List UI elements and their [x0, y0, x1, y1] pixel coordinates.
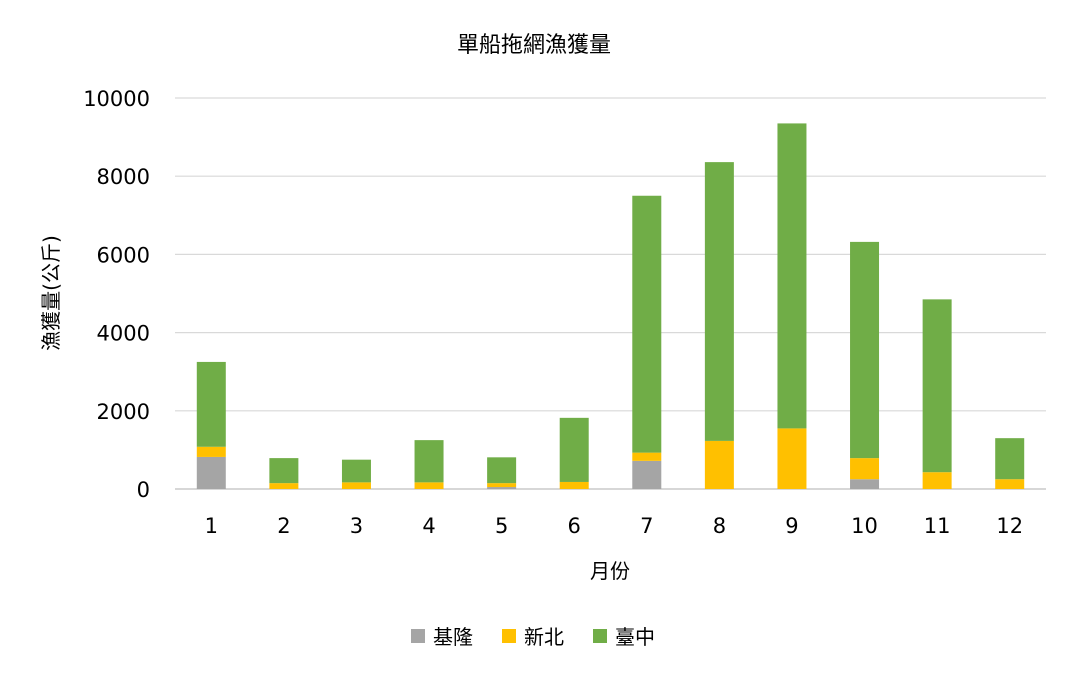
legend-label: 基隆	[433, 625, 473, 649]
gridlines	[175, 97, 1046, 490]
bar-segment	[196, 456, 226, 489]
bar-segment	[196, 361, 226, 447]
x-tick-label: 6	[568, 514, 581, 538]
y-tick-label: 2000	[97, 400, 150, 424]
bar-segment	[487, 487, 517, 489]
x-tick-label: 1	[205, 514, 218, 538]
bar-segment	[850, 241, 880, 459]
bar-segment	[704, 162, 734, 441]
y-tick-label: 6000	[97, 243, 150, 267]
y-tick-label: 0	[137, 478, 150, 502]
bar-segment	[487, 483, 517, 488]
bar-segment	[559, 481, 589, 489]
x-axis-title: 月份	[590, 559, 630, 583]
bar-segment	[414, 482, 444, 489]
bar-segment	[632, 452, 662, 461]
bar-segment	[704, 440, 734, 489]
y-tick-label: 8000	[97, 165, 150, 189]
y-tick-label: 10000	[83, 87, 150, 111]
bar-segment	[850, 479, 880, 489]
x-axis-ticks: 1 2 3 4 5 6 7 8 9 10 11 12	[205, 514, 1023, 538]
bar-segment	[922, 472, 952, 489]
y-tick-label: 4000	[97, 322, 150, 346]
chart-title: 單船拖網漁獲量	[457, 33, 611, 58]
legend: 基隆 新北 臺中	[411, 625, 655, 649]
x-tick-label: 3	[350, 514, 363, 538]
legend-label: 臺中	[615, 625, 655, 649]
legend-swatch	[411, 629, 425, 643]
x-tick-label: 5	[495, 514, 508, 538]
bar-segment	[269, 458, 299, 484]
bar-segment	[414, 440, 444, 483]
x-tick-label: 2	[277, 514, 290, 538]
bar-segment	[995, 438, 1025, 480]
bar-segment	[922, 299, 952, 473]
x-tick-label: 4	[422, 514, 435, 538]
legend-swatch	[502, 629, 516, 643]
bar-segment	[341, 482, 371, 489]
bar-segment	[777, 428, 807, 489]
bar-segment	[487, 457, 517, 484]
x-tick-label: 10	[851, 514, 878, 538]
bar-segment	[196, 446, 226, 457]
bar-segment	[632, 195, 662, 453]
bar-segment	[850, 458, 880, 480]
y-axis-title: 漁獲量(公斤)	[39, 235, 63, 351]
y-axis-ticks: 0 2000 4000 6000 8000 10000	[83, 87, 150, 502]
bars	[196, 123, 1025, 489]
x-tick-label: 8	[713, 514, 726, 538]
bar-segment	[777, 123, 807, 429]
x-tick-label: 9	[785, 514, 798, 538]
legend-label: 新北	[524, 625, 564, 649]
bar-segment	[269, 483, 299, 489]
bar-segment	[559, 417, 589, 482]
x-tick-label: 7	[640, 514, 653, 538]
bar-segment	[341, 459, 371, 483]
bar-segment	[632, 460, 662, 489]
legend-swatch	[593, 629, 607, 643]
x-tick-label: 11	[924, 514, 951, 538]
x-tick-label: 12	[996, 514, 1023, 538]
bar-segment	[995, 479, 1025, 489]
